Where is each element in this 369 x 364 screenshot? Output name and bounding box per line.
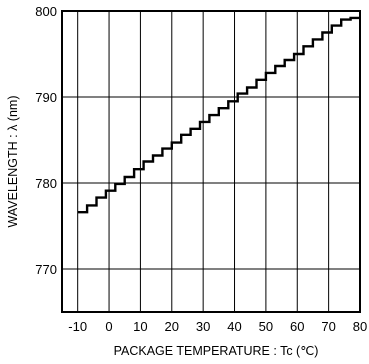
x-tick-labels: -10 0 10 20 30 40 50 60 70 80: [68, 319, 367, 334]
y-tick-label: 790: [35, 90, 57, 105]
y-tick-labels: 770 780 790 800: [35, 4, 57, 277]
x-axis-label: PACKAGE TEMPERATURE : Tc (℃): [114, 344, 319, 358]
y-axis-label: WAVELENGTH : λ (nm): [6, 96, 20, 228]
x-tick-label: -10: [68, 319, 87, 334]
x-tick-label: 20: [165, 319, 179, 334]
grid: [62, 10, 361, 312]
x-tick-label: 60: [290, 319, 304, 334]
y-tick-label: 800: [35, 4, 57, 19]
x-tick-label: 30: [196, 319, 210, 334]
wavelength-step-line: [77, 16, 360, 214]
plot-frame: [61, 10, 361, 313]
x-tick-label: 10: [133, 319, 147, 334]
x-tick-label: 80: [353, 319, 367, 334]
y-tick-label: 780: [35, 176, 57, 191]
y-tick-label: 770: [35, 262, 57, 277]
x-tick-label: 70: [321, 319, 335, 334]
x-tick-label: 40: [227, 319, 241, 334]
x-tick-label: 50: [259, 319, 273, 334]
x-tick-label: 0: [105, 319, 112, 334]
